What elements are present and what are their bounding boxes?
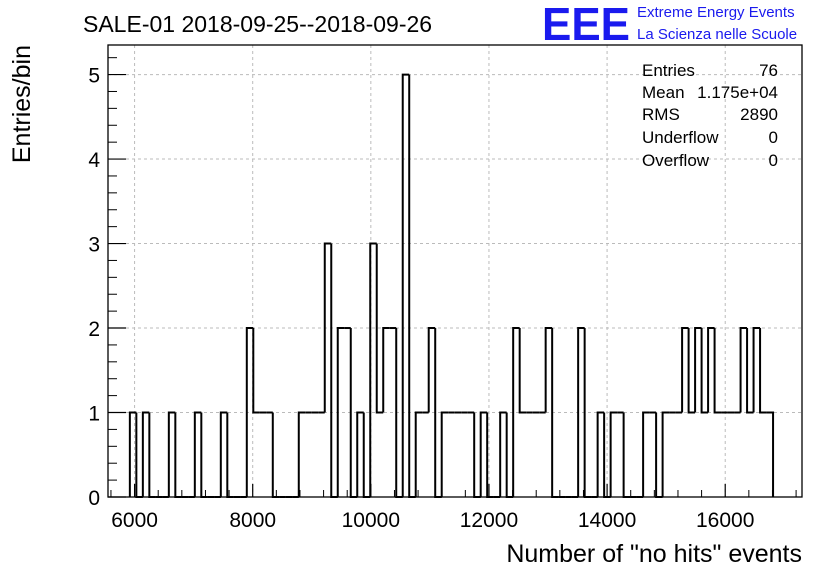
histogram-bin — [219, 411, 228, 497]
histogram-bin — [369, 242, 377, 497]
plot-frame — [107, 44, 803, 498]
stats-overflow-value: 0 — [769, 151, 778, 170]
stats-mean-value: 1.175e+04 — [697, 83, 778, 102]
y-axis-title: Entries/bin — [8, 45, 36, 163]
histogram-bin — [141, 411, 150, 497]
histogram-bin — [356, 411, 364, 497]
histogram-bin — [375, 243, 384, 414]
x-tick-label: 10000 — [342, 509, 400, 532]
grid-lines — [108, 45, 802, 497]
histogram-bin — [148, 412, 156, 498]
histogram-bin — [297, 411, 306, 497]
histogram-bin — [323, 242, 332, 413]
histogram-bin — [707, 327, 715, 413]
histogram-bin — [596, 411, 605, 497]
histogram-bin — [681, 327, 689, 413]
y-tick-label: 2 — [88, 318, 100, 341]
eee-logo-letters: EEE — [542, 0, 630, 50]
histogram-bin — [200, 412, 208, 498]
histogram-bin — [512, 327, 520, 497]
stats-rms-label: RMS — [642, 105, 680, 124]
stats-underflow-label: Underflow — [642, 128, 719, 147]
histogram-bin — [427, 327, 436, 413]
histogram-bin — [271, 412, 280, 498]
histogram-bin — [193, 411, 202, 497]
y-tick-label: 1 — [88, 403, 100, 426]
chart-title: SALE-01 2018-09-25--2018-09-26 — [83, 11, 432, 37]
histogram-bin — [245, 327, 254, 497]
eee-logo-line2: La Scienza nelle Scuole — [637, 26, 797, 43]
y-tick-labels: 0 1 2 3 4 5 — [88, 65, 100, 510]
histogram-bin — [694, 327, 702, 413]
y-tick-label: 5 — [88, 65, 100, 88]
histogram-bin — [577, 327, 585, 497]
x-tick-label: 8000 — [229, 509, 276, 532]
histogram-bin — [739, 327, 748, 413]
histogram-bin — [642, 411, 650, 497]
histogram-bin — [382, 327, 390, 413]
histogram-bin — [486, 412, 494, 498]
histogram-bin — [128, 411, 137, 497]
x-tick-label: 12000 — [460, 509, 518, 532]
eee-logo-line1: Extreme Energy Events — [637, 4, 795, 21]
histogram-bin — [479, 411, 488, 497]
histogram-bin — [746, 328, 754, 414]
histogram-bin — [499, 411, 507, 497]
histogram-bin — [414, 411, 423, 497]
histogram-bin — [440, 411, 449, 497]
histogram-bin — [551, 328, 559, 498]
x-tick-labels: 6000 8000 10000 12000 14000 16000 — [111, 509, 754, 532]
histogram-bin — [622, 412, 631, 498]
stats-underflow-value: 0 — [769, 128, 778, 147]
y-tick-label: 4 — [88, 149, 100, 172]
histogram-bin — [759, 328, 767, 414]
axis-ticks — [108, 57, 797, 498]
stats-overflow-label: Overflow — [642, 151, 710, 170]
x-tick-label: 16000 — [696, 509, 754, 532]
x-tick-label: 6000 — [111, 509, 158, 532]
stats-rms-value: 2890 — [740, 105, 778, 124]
histogram-bin — [167, 411, 176, 497]
stats-entries-label: Entries — [642, 61, 695, 80]
histogram-bin — [752, 327, 761, 413]
histogram-bin — [252, 328, 260, 414]
histogram-bin — [766, 411, 775, 497]
histogram-bin — [544, 327, 553, 413]
x-tick-label: 14000 — [578, 509, 636, 532]
histogram-bin — [713, 328, 722, 414]
stats-box: Entries 76 Mean 1.175e+04 RMS 2890 Under… — [642, 61, 778, 170]
histogram-bin — [226, 412, 234, 498]
histogram-bin — [518, 328, 527, 414]
histogram-bin — [336, 327, 345, 497]
histogram-bin — [401, 73, 410, 497]
histogram-bin — [700, 328, 709, 414]
histogram-bin — [687, 328, 696, 414]
y-tick-label: 3 — [88, 234, 100, 257]
histogram-bin — [174, 412, 182, 498]
y-tick-label: 0 — [88, 487, 100, 510]
stats-mean-label: Mean — [642, 83, 685, 102]
histogram-bin — [661, 411, 670, 497]
x-axis-title: Number of "no hits" events — [506, 540, 802, 568]
eee-logo: EEE Extreme Energy Events La Scienza nel… — [542, 0, 797, 50]
histogram-bin — [609, 411, 618, 497]
stats-entries-value: 76 — [759, 61, 778, 80]
